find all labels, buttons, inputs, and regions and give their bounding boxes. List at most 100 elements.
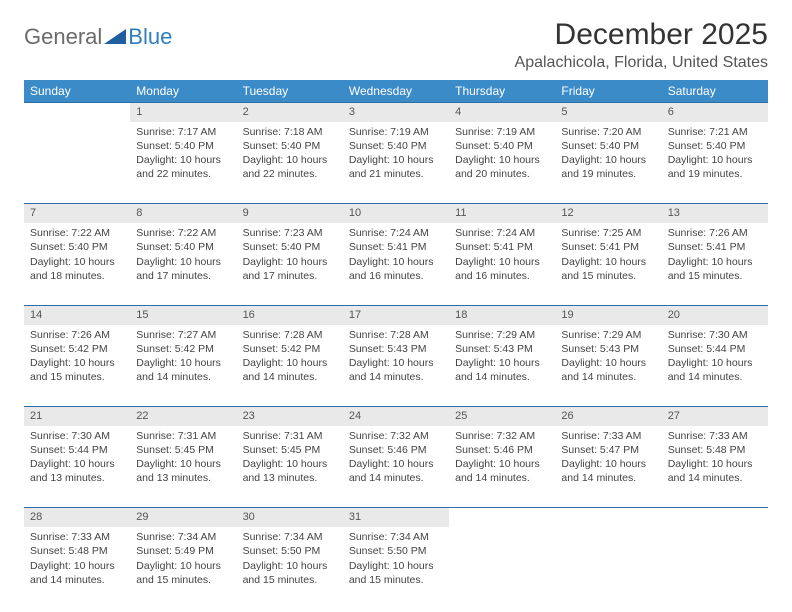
day-cell: Sunrise: 7:31 AMSunset: 5:45 PMDaylight:… — [237, 426, 343, 508]
daylight-line: Daylight: 10 hours and 14 minutes. — [455, 457, 549, 485]
day-number: 26 — [555, 407, 661, 426]
sunrise-line: Sunrise: 7:23 AM — [243, 226, 337, 240]
sunset-line: Sunset: 5:42 PM — [243, 342, 337, 356]
sunrise-line: Sunrise: 7:30 AM — [30, 429, 124, 443]
location: Apalachicola, Florida, United States — [515, 54, 768, 72]
sunrise-line: Sunrise: 7:32 AM — [455, 429, 549, 443]
daylight-line: Daylight: 10 hours and 14 minutes. — [668, 356, 762, 384]
day-cell: Sunrise: 7:18 AMSunset: 5:40 PMDaylight:… — [237, 122, 343, 204]
sunset-line: Sunset: 5:47 PM — [561, 443, 655, 457]
sunrise-line: Sunrise: 7:26 AM — [30, 328, 124, 342]
day-number — [555, 508, 661, 527]
sunrise-line: Sunrise: 7:24 AM — [455, 226, 549, 240]
sunrise-line: Sunrise: 7:33 AM — [30, 530, 124, 544]
day-number — [24, 103, 130, 122]
sunset-line: Sunset: 5:42 PM — [30, 342, 124, 356]
daylight-line: Daylight: 10 hours and 15 minutes. — [349, 559, 443, 587]
sunrise-line: Sunrise: 7:34 AM — [243, 530, 337, 544]
content-row: Sunrise: 7:17 AMSunset: 5:40 PMDaylight:… — [24, 122, 768, 204]
sunrise-line: Sunrise: 7:27 AM — [136, 328, 230, 342]
sunrise-line: Sunrise: 7:19 AM — [349, 125, 443, 139]
day-number: 3 — [343, 103, 449, 122]
day-cell: Sunrise: 7:22 AMSunset: 5:40 PMDaylight:… — [24, 223, 130, 305]
sunrise-line: Sunrise: 7:34 AM — [136, 530, 230, 544]
sunset-line: Sunset: 5:43 PM — [349, 342, 443, 356]
day-number: 16 — [237, 305, 343, 324]
day-cell: Sunrise: 7:21 AMSunset: 5:40 PMDaylight:… — [662, 122, 768, 204]
day-number — [662, 508, 768, 527]
day-number: 9 — [237, 204, 343, 223]
sunset-line: Sunset: 5:42 PM — [136, 342, 230, 356]
day-cell: Sunrise: 7:22 AMSunset: 5:40 PMDaylight:… — [130, 223, 236, 305]
day-header: Monday — [130, 80, 236, 103]
daylight-line: Daylight: 10 hours and 13 minutes. — [243, 457, 337, 485]
sunrise-line: Sunrise: 7:29 AM — [455, 328, 549, 342]
day-header-row: Sunday Monday Tuesday Wednesday Thursday… — [24, 80, 768, 103]
sunrise-line: Sunrise: 7:24 AM — [349, 226, 443, 240]
sunset-line: Sunset: 5:49 PM — [136, 544, 230, 558]
sunset-line: Sunset: 5:40 PM — [30, 240, 124, 254]
sunrise-line: Sunrise: 7:33 AM — [668, 429, 762, 443]
daylight-line: Daylight: 10 hours and 15 minutes. — [243, 559, 337, 587]
day-number: 18 — [449, 305, 555, 324]
daylight-line: Daylight: 10 hours and 21 minutes. — [349, 153, 443, 181]
sunset-line: Sunset: 5:40 PM — [668, 139, 762, 153]
daylight-line: Daylight: 10 hours and 15 minutes. — [136, 559, 230, 587]
day-cell — [449, 527, 555, 609]
title-block: December 2025 Apalachicola, Florida, Uni… — [515, 18, 768, 72]
day-number: 29 — [130, 508, 236, 527]
sunrise-line: Sunrise: 7:20 AM — [561, 125, 655, 139]
day-number: 4 — [449, 103, 555, 122]
day-cell: Sunrise: 7:25 AMSunset: 5:41 PMDaylight:… — [555, 223, 661, 305]
sunset-line: Sunset: 5:50 PM — [349, 544, 443, 558]
day-cell — [555, 527, 661, 609]
day-cell: Sunrise: 7:34 AMSunset: 5:50 PMDaylight:… — [343, 527, 449, 609]
day-cell: Sunrise: 7:29 AMSunset: 5:43 PMDaylight:… — [555, 325, 661, 407]
sunset-line: Sunset: 5:40 PM — [455, 139, 549, 153]
sunset-line: Sunset: 5:41 PM — [455, 240, 549, 254]
daynum-row: 78910111213 — [24, 204, 768, 223]
sunset-line: Sunset: 5:41 PM — [349, 240, 443, 254]
day-number: 11 — [449, 204, 555, 223]
daylight-line: Daylight: 10 hours and 18 minutes. — [30, 255, 124, 283]
daylight-line: Daylight: 10 hours and 15 minutes. — [668, 255, 762, 283]
daylight-line: Daylight: 10 hours and 13 minutes. — [30, 457, 124, 485]
daynum-row: 14151617181920 — [24, 305, 768, 324]
sunrise-line: Sunrise: 7:25 AM — [561, 226, 655, 240]
day-number: 14 — [24, 305, 130, 324]
daylight-line: Daylight: 10 hours and 22 minutes. — [243, 153, 337, 181]
day-cell: Sunrise: 7:32 AMSunset: 5:46 PMDaylight:… — [343, 426, 449, 508]
day-cell: Sunrise: 7:30 AMSunset: 5:44 PMDaylight:… — [24, 426, 130, 508]
day-number: 1 — [130, 103, 236, 122]
day-cell — [662, 527, 768, 609]
logo-text-blue: Blue — [128, 24, 172, 50]
daylight-line: Daylight: 10 hours and 15 minutes. — [30, 356, 124, 384]
daylight-line: Daylight: 10 hours and 15 minutes. — [561, 255, 655, 283]
day-cell: Sunrise: 7:19 AMSunset: 5:40 PMDaylight:… — [343, 122, 449, 204]
day-header: Saturday — [662, 80, 768, 103]
daylight-line: Daylight: 10 hours and 14 minutes. — [349, 356, 443, 384]
daylight-line: Daylight: 10 hours and 20 minutes. — [455, 153, 549, 181]
daylight-line: Daylight: 10 hours and 14 minutes. — [136, 356, 230, 384]
day-cell: Sunrise: 7:34 AMSunset: 5:49 PMDaylight:… — [130, 527, 236, 609]
logo-triangle-icon — [104, 26, 126, 49]
daylight-line: Daylight: 10 hours and 22 minutes. — [136, 153, 230, 181]
day-number: 25 — [449, 407, 555, 426]
day-number: 8 — [130, 204, 236, 223]
day-number: 10 — [343, 204, 449, 223]
day-number: 17 — [343, 305, 449, 324]
daylight-line: Daylight: 10 hours and 14 minutes. — [30, 559, 124, 587]
sunrise-line: Sunrise: 7:19 AM — [455, 125, 549, 139]
daylight-line: Daylight: 10 hours and 19 minutes. — [668, 153, 762, 181]
content-row: Sunrise: 7:26 AMSunset: 5:42 PMDaylight:… — [24, 325, 768, 407]
sunset-line: Sunset: 5:48 PM — [668, 443, 762, 457]
day-number: 6 — [662, 103, 768, 122]
day-cell: Sunrise: 7:23 AMSunset: 5:40 PMDaylight:… — [237, 223, 343, 305]
day-number: 7 — [24, 204, 130, 223]
sunset-line: Sunset: 5:44 PM — [30, 443, 124, 457]
sunrise-line: Sunrise: 7:34 AM — [349, 530, 443, 544]
day-number: 13 — [662, 204, 768, 223]
daylight-line: Daylight: 10 hours and 13 minutes. — [136, 457, 230, 485]
daylight-line: Daylight: 10 hours and 14 minutes. — [243, 356, 337, 384]
day-cell: Sunrise: 7:26 AMSunset: 5:41 PMDaylight:… — [662, 223, 768, 305]
